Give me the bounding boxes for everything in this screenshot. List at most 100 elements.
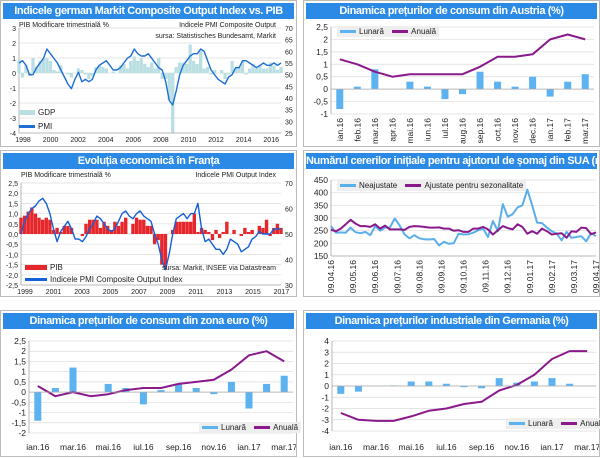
legend-label: Neajustate xyxy=(359,181,398,190)
x-tick-label: 2002 xyxy=(70,137,86,144)
bar xyxy=(257,225,262,234)
x-tick-label: mar.16 xyxy=(370,118,380,144)
bar xyxy=(145,225,150,234)
y-tick-label: 1,5 xyxy=(8,201,18,208)
y-tick-label: 200 xyxy=(314,238,328,248)
x-tick-label: mai.16 xyxy=(95,442,121,452)
chart-panel-us-jobless-claims: Numărul cererilor inițiale pentru ajutor… xyxy=(303,150,600,297)
series-line-0 xyxy=(330,188,597,247)
legend-label: Anuală xyxy=(273,423,299,432)
y-tick-label: 1,5 xyxy=(316,47,328,57)
legend-item-pmi: Indicele PMI Composite Output Index xyxy=(25,275,183,284)
x-tick-label: 2017 xyxy=(274,289,290,296)
bar xyxy=(83,73,88,75)
x-tick-label: iul.16 xyxy=(440,118,450,139)
bar xyxy=(237,67,241,73)
bar xyxy=(185,221,189,234)
legend-swatch xyxy=(19,125,35,128)
y-tick-label: 150 xyxy=(314,251,328,261)
bar xyxy=(232,229,236,234)
bar xyxy=(44,217,48,234)
y-tick-label: 2,5 xyxy=(8,181,18,188)
legend-swatch xyxy=(25,265,47,270)
bar xyxy=(174,221,178,234)
x-tick-label: 09.04.16 xyxy=(326,260,336,293)
y2-tick-label: 60 xyxy=(285,49,293,56)
bar xyxy=(548,378,556,386)
bar xyxy=(95,219,99,234)
y-tick-label: 3 xyxy=(324,347,329,357)
y-tick-label: 1,5 xyxy=(14,356,26,366)
bar xyxy=(160,73,164,79)
x-tick-label: mai.16 xyxy=(405,118,415,144)
series-line-1 xyxy=(340,350,588,422)
bar xyxy=(251,64,255,73)
x-tick-label: mar.16 xyxy=(363,442,389,452)
bar xyxy=(279,227,283,234)
bar xyxy=(129,61,133,73)
x-tick-label: ian.17 xyxy=(545,118,555,141)
y-tick-label: 0,0 xyxy=(8,232,18,239)
bar xyxy=(163,234,168,269)
bar xyxy=(142,219,146,234)
y-tick-label: -0,5 xyxy=(6,242,18,249)
x-tick-label: feb.17 xyxy=(563,118,573,142)
bar xyxy=(423,86,431,90)
bar xyxy=(460,386,468,388)
y-tick-label: -2 xyxy=(18,428,26,438)
bar xyxy=(37,217,41,234)
x-tick-label: iul.16 xyxy=(133,442,154,452)
x-tick-label: 2001 xyxy=(46,289,62,296)
bar xyxy=(45,58,49,73)
bar xyxy=(41,58,46,73)
x-tick-label: nov.16 xyxy=(510,118,520,143)
bar xyxy=(243,227,247,234)
x-tick-label: 09.11.16 xyxy=(481,260,491,293)
x-tick-label: 2003 xyxy=(74,289,90,296)
bar xyxy=(261,68,266,73)
bar xyxy=(275,70,280,73)
x-tick-label: sep.16 xyxy=(475,118,485,144)
y-tick-label: -0,5 xyxy=(313,97,328,107)
y-axis-label: PIB Modificare trimestrială % xyxy=(19,22,109,29)
x-tick-label: 09.03.17 xyxy=(569,260,579,293)
bar xyxy=(105,225,110,234)
bar xyxy=(221,231,225,234)
bar xyxy=(139,58,143,73)
x-tick-label: oct.16 xyxy=(493,118,503,141)
bar xyxy=(199,50,203,73)
y-tick-label: -2,5 xyxy=(6,283,18,290)
x-tick-label: ian.16 xyxy=(329,442,352,452)
x-tick-label: 09.10.16 xyxy=(459,260,469,293)
bar xyxy=(239,234,243,237)
y-tick-label: 2,0 xyxy=(8,191,18,198)
x-tick-label: ian.16 xyxy=(335,118,345,141)
y-tick-label: -2 xyxy=(321,404,329,414)
bar xyxy=(406,81,414,90)
chart-austria-cpi: 2,5 2 1,5 1 0,5 0 -0,5 -1 ian.16 feb.16 mar.16 apr.… xyxy=(313,22,594,144)
y-tick-label: 1 xyxy=(324,370,329,380)
y-tick-label: 0 xyxy=(21,387,26,397)
chart-panel-germany-ppi: Dinamica prețurilor industriale din Germ… xyxy=(303,310,600,457)
x-tick-label: 09.01.17 xyxy=(525,260,535,293)
bar xyxy=(84,223,88,234)
bar xyxy=(217,234,222,239)
x-tick-label: feb.16 xyxy=(352,118,362,142)
series-line-1 xyxy=(20,197,281,271)
y2-axis-label: Indicele PMI Composite Output xyxy=(179,22,276,29)
x-tick-label: ian.17 xyxy=(540,442,563,452)
bar xyxy=(246,231,251,234)
x-tick-label: 2011 xyxy=(188,289,203,296)
y2-tick-label: 25 xyxy=(285,131,293,138)
legend-swatch xyxy=(202,426,218,429)
chart-title: Indicele german Markit Composite Output … xyxy=(3,3,294,19)
y-tick-label: 0 xyxy=(323,84,328,94)
bar xyxy=(66,225,70,234)
bar xyxy=(138,219,142,234)
bar xyxy=(272,65,276,73)
source-note: sursa: Statistisches Bundesamt, Markit xyxy=(155,33,276,40)
bar xyxy=(167,73,171,100)
x-tick-label: mar.16 xyxy=(60,442,86,452)
bar xyxy=(223,73,227,79)
bar xyxy=(226,73,231,75)
